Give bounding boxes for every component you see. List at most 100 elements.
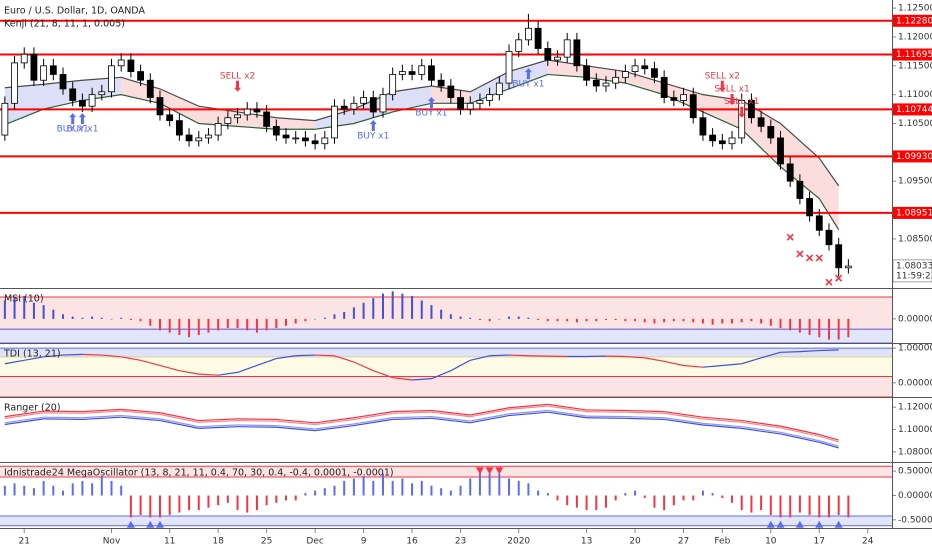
signal-up bbox=[795, 520, 804, 528]
histogram-bar bbox=[449, 314, 452, 319]
histogram-bar bbox=[62, 314, 65, 319]
line-segment bbox=[586, 409, 626, 412]
x-tick-label: 20 bbox=[629, 537, 641, 547]
histogram-bar bbox=[401, 293, 404, 319]
candle-body bbox=[263, 111, 271, 127]
candle-body bbox=[69, 88, 77, 101]
candle-body bbox=[815, 215, 823, 231]
histogram-bar bbox=[168, 495, 171, 515]
candle-body bbox=[340, 105, 348, 110]
candle-body bbox=[185, 134, 193, 142]
line-segment bbox=[741, 427, 781, 435]
histogram-bar bbox=[789, 495, 792, 518]
histogram-bar bbox=[420, 300, 423, 319]
line-segment bbox=[373, 370, 393, 379]
candle-body bbox=[360, 97, 367, 104]
candle-body bbox=[146, 79, 154, 98]
line-segment bbox=[159, 418, 199, 428]
level-label: 1.12280 bbox=[896, 16, 932, 26]
band-fill bbox=[819, 158, 839, 230]
line-segment bbox=[586, 417, 626, 419]
signal-label: BUY x1 bbox=[357, 132, 389, 142]
line-segment bbox=[722, 363, 742, 367]
histogram-bar bbox=[13, 483, 16, 496]
histogram-bar bbox=[643, 495, 646, 498]
candle-body bbox=[631, 65, 639, 72]
signal-label: SELL x1 bbox=[714, 85, 749, 95]
histogram-bar bbox=[847, 495, 850, 518]
histogram-bar bbox=[71, 316, 74, 319]
line-segment bbox=[431, 416, 471, 422]
candle-body bbox=[544, 48, 552, 61]
signal-up bbox=[834, 520, 843, 528]
exit-stroke bbox=[786, 233, 794, 241]
line-segment bbox=[276, 418, 316, 424]
line-segment bbox=[392, 417, 432, 421]
candle-body bbox=[369, 97, 377, 113]
line-segment bbox=[315, 424, 354, 432]
exit-mark bbox=[806, 254, 814, 262]
line-segment bbox=[82, 408, 122, 413]
histogram-bar bbox=[294, 495, 297, 501]
x-tick-label: 25 bbox=[261, 537, 272, 547]
histogram-bar bbox=[440, 309, 443, 319]
signal-label: SELL x2 bbox=[705, 71, 740, 81]
candle-body bbox=[302, 137, 309, 142]
candle-body bbox=[689, 94, 697, 119]
histogram-bar bbox=[91, 483, 94, 496]
level-tag bbox=[893, 103, 932, 116]
level-label: 1.09930 bbox=[896, 152, 932, 162]
line-segment bbox=[799, 349, 820, 353]
line-segment bbox=[392, 409, 432, 413]
candle-body bbox=[408, 71, 416, 75]
line-segment bbox=[4, 418, 44, 426]
histogram-bar bbox=[488, 318, 491, 322]
candle-body bbox=[379, 94, 387, 113]
histogram-bar bbox=[527, 317, 530, 319]
histogram-bar bbox=[323, 317, 326, 319]
histogram-bar bbox=[110, 480, 113, 496]
histogram-bar bbox=[517, 316, 520, 319]
exit-stroke bbox=[815, 254, 823, 262]
line-segment bbox=[644, 357, 665, 362]
line-segment bbox=[353, 361, 374, 372]
histogram-bar bbox=[120, 485, 123, 496]
histogram-bar bbox=[158, 495, 161, 518]
signal-label: BUY x1 bbox=[66, 125, 98, 135]
histogram-bar bbox=[91, 316, 94, 319]
histogram-bar bbox=[643, 318, 646, 323]
line-segment bbox=[664, 360, 684, 367]
candle-body bbox=[738, 100, 746, 139]
candle-body bbox=[156, 97, 164, 116]
histogram-bar bbox=[255, 318, 258, 333]
histogram-bar bbox=[129, 318, 132, 321]
line-segment bbox=[198, 419, 238, 423]
band-fill bbox=[276, 117, 316, 130]
line-segment bbox=[780, 433, 820, 443]
candle-body bbox=[592, 79, 600, 87]
histogram-bar bbox=[653, 495, 656, 508]
line-segment bbox=[508, 411, 548, 417]
candle-body bbox=[243, 108, 251, 116]
y-tick-label: 1.12000 bbox=[898, 32, 932, 42]
candle-body bbox=[476, 100, 484, 104]
histogram-bar bbox=[575, 318, 578, 323]
histogram-bar bbox=[508, 316, 511, 319]
y-tick-label: 1.11500 bbox=[898, 61, 932, 71]
line-segment bbox=[159, 412, 199, 422]
histogram-bar bbox=[779, 495, 782, 518]
line-segment bbox=[547, 403, 587, 411]
histogram-bar bbox=[672, 318, 675, 322]
histogram-bar bbox=[711, 493, 714, 496]
histogram-bar bbox=[517, 480, 520, 496]
candle-body bbox=[137, 71, 144, 81]
line-segment bbox=[702, 364, 723, 368]
line-segment bbox=[741, 419, 781, 427]
histogram-bar bbox=[304, 318, 307, 322]
histogram-bar bbox=[217, 318, 220, 331]
histogram-bar bbox=[265, 495, 268, 506]
histogram-bar bbox=[42, 480, 45, 496]
histogram-bar bbox=[585, 495, 588, 511]
line-segment bbox=[702, 416, 742, 422]
line-segment bbox=[547, 405, 587, 413]
